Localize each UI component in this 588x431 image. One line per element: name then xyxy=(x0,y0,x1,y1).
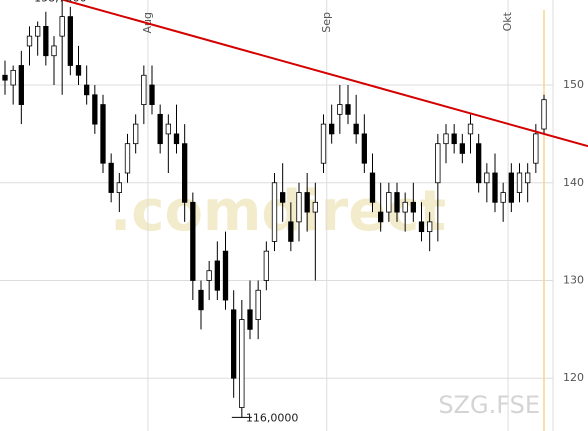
candle-body xyxy=(239,319,245,408)
candle-body xyxy=(296,192,302,223)
candle-body xyxy=(288,221,294,242)
candle-body xyxy=(386,192,392,213)
candle-body xyxy=(263,250,269,281)
candle-body xyxy=(84,84,90,96)
annotation: 158,7500 xyxy=(34,0,87,5)
candle-body xyxy=(451,133,457,145)
candle-body xyxy=(500,192,506,203)
candle-body xyxy=(459,143,465,154)
candle-body xyxy=(410,201,416,213)
candle-body xyxy=(312,201,318,213)
candle-body xyxy=(435,143,441,184)
candle-body xyxy=(149,84,155,105)
candle-body xyxy=(271,182,278,242)
candle-body xyxy=(231,309,237,379)
candle-body xyxy=(18,65,24,105)
candle-body xyxy=(2,74,8,81)
candle-body xyxy=(116,182,122,193)
candle-body xyxy=(378,211,384,223)
y-tick-label: 130 xyxy=(563,273,584,286)
annotation: 116,0000 xyxy=(246,411,298,424)
candle-body xyxy=(10,69,16,86)
candle-body xyxy=(525,172,531,184)
candle-body xyxy=(467,123,474,135)
candle-body xyxy=(222,250,229,301)
trend-line xyxy=(61,0,588,148)
candle-body xyxy=(35,25,41,37)
candle-body xyxy=(418,221,425,233)
candle-body xyxy=(108,162,114,193)
candle-body xyxy=(247,309,253,330)
y-tick-label: 120 xyxy=(563,371,584,384)
candle-body xyxy=(206,270,212,281)
symbol: SZG.FSE xyxy=(438,391,540,419)
candle-body xyxy=(165,123,171,135)
candle-body xyxy=(353,123,359,135)
candle-body xyxy=(198,289,204,311)
candle-body xyxy=(182,143,188,203)
candle-body xyxy=(533,133,539,164)
candle-body xyxy=(190,201,196,281)
candle-body xyxy=(214,260,220,291)
candle-body xyxy=(67,16,73,66)
candle-body xyxy=(92,94,98,125)
candle-body xyxy=(51,45,57,57)
candle-body xyxy=(443,133,449,145)
candle-body xyxy=(394,192,400,213)
candle-body xyxy=(337,104,343,115)
x-tick-label: Okt xyxy=(501,11,514,31)
candle-body xyxy=(329,123,335,135)
candle-body xyxy=(492,172,498,203)
candle-body xyxy=(345,104,351,115)
candle-body xyxy=(484,172,490,184)
candle-body xyxy=(124,143,131,174)
candle-body xyxy=(255,289,261,320)
candle-body xyxy=(43,25,49,57)
candle-body xyxy=(100,104,106,164)
candle-body xyxy=(427,221,433,233)
candle-body xyxy=(141,74,147,105)
candle-body xyxy=(369,172,376,203)
candle-body xyxy=(361,133,367,164)
candle-body xyxy=(133,123,139,145)
candle-body xyxy=(508,172,514,203)
candle-body xyxy=(59,16,65,37)
candle-body xyxy=(26,35,33,47)
candle-body xyxy=(173,133,180,145)
y-tick-label: 140 xyxy=(563,176,584,189)
candle-body xyxy=(402,201,408,213)
candle-body xyxy=(280,192,286,203)
y-tick-label: 150 xyxy=(563,78,584,91)
candle-body xyxy=(304,192,310,213)
candle-body xyxy=(157,113,163,145)
candle-body xyxy=(320,123,327,164)
candle-body xyxy=(75,65,82,76)
candle-body xyxy=(516,172,523,193)
candle-body xyxy=(476,143,482,184)
candle-body xyxy=(541,99,547,130)
x-tick-label: Sep xyxy=(320,12,333,33)
